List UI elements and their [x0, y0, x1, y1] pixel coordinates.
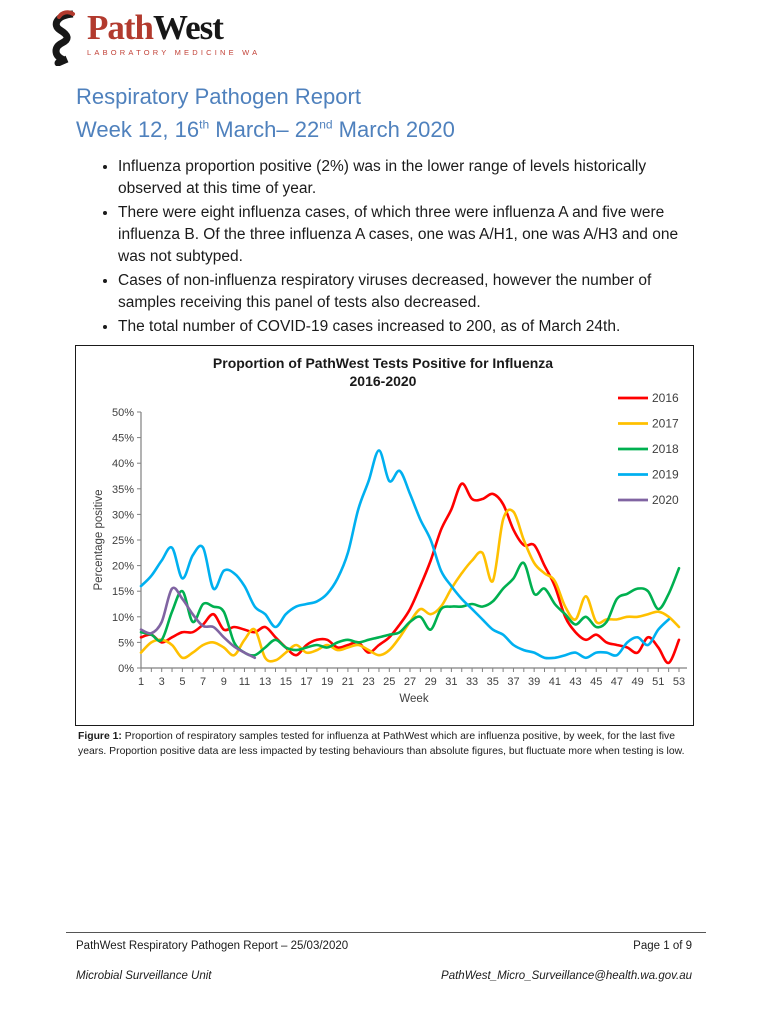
svg-text:Proportion of PathWest Tests P: Proportion of PathWest Tests Positive fo… [213, 355, 553, 371]
svg-text:2018: 2018 [652, 442, 679, 456]
svg-text:45%: 45% [112, 433, 134, 445]
svg-text:39: 39 [528, 676, 540, 688]
svg-text:9: 9 [221, 676, 227, 688]
brand-name: PathWest [87, 10, 260, 45]
svg-text:17: 17 [300, 676, 312, 688]
svg-text:1: 1 [138, 676, 144, 688]
svg-text:37: 37 [507, 676, 519, 688]
footer-page-number: Page 1 of 9 [633, 940, 692, 952]
svg-text:7: 7 [200, 676, 206, 688]
svg-text:51: 51 [652, 676, 664, 688]
svg-text:31: 31 [445, 676, 457, 688]
svg-text:27: 27 [404, 676, 416, 688]
svg-text:40%: 40% [112, 458, 134, 470]
svg-text:35: 35 [487, 676, 499, 688]
bullet-item: There were eight influenza cases, of whi… [118, 202, 690, 268]
svg-text:41: 41 [549, 676, 561, 688]
footer-divider [66, 932, 706, 933]
svg-text:5: 5 [179, 676, 185, 688]
footer-unit-name: Microbial Surveillance Unit [76, 970, 212, 982]
svg-text:Week: Week [399, 693, 428, 705]
svg-text:5%: 5% [118, 637, 134, 649]
footer-row-2: Microbial Surveillance Unit PathWest_Mic… [76, 970, 692, 982]
footer-row-1: PathWest Respiratory Pathogen Report – 2… [76, 940, 692, 952]
svg-text:15: 15 [280, 676, 292, 688]
footer-email: PathWest_Micro_Surveillance@health.wa.go… [441, 970, 692, 982]
svg-text:2017: 2017 [652, 417, 679, 431]
svg-text:53: 53 [673, 676, 685, 688]
svg-text:2016: 2016 [652, 391, 679, 405]
summary-bullet-list: Influenza proportion positive (2%) was i… [98, 156, 690, 340]
svg-text:0%: 0% [118, 663, 134, 675]
brand-path: Path [87, 8, 154, 47]
svg-text:19: 19 [321, 676, 333, 688]
svg-text:35%: 35% [112, 484, 134, 496]
svg-text:2016-2020: 2016-2020 [350, 373, 417, 389]
footer-report-name: PathWest Respiratory Pathogen Report – 2… [76, 940, 349, 952]
svg-text:23: 23 [362, 676, 374, 688]
influenza-line-chart: Proportion of PathWest Tests Positive fo… [75, 345, 694, 726]
svg-text:11: 11 [239, 676, 250, 688]
svg-text:20%: 20% [112, 561, 134, 573]
svg-text:47: 47 [611, 676, 623, 688]
pathwest-logo: PathWest LABORATORY MEDICINE WA [45, 10, 260, 66]
figure-caption: Figure 1: Proportion of respiratory samp… [78, 731, 685, 757]
page-subtitle: Week 12, 16th March– 22nd March 2020 [76, 117, 455, 142]
page-title: Respiratory Pathogen Report [76, 84, 361, 109]
svg-text:33: 33 [466, 676, 478, 688]
brand-tagline: LABORATORY MEDICINE WA [87, 48, 261, 57]
bullet-item: The total number of COVID-19 cases incre… [118, 316, 690, 338]
svg-text:30%: 30% [112, 509, 134, 521]
svg-text:13: 13 [259, 676, 271, 688]
svg-text:2020: 2020 [652, 493, 679, 507]
svg-text:Percentage positive: Percentage positive [93, 489, 105, 590]
svg-text:10%: 10% [112, 612, 134, 624]
svg-text:43: 43 [569, 676, 581, 688]
svg-text:2019: 2019 [652, 468, 679, 482]
svg-text:25%: 25% [112, 535, 134, 547]
svg-text:45: 45 [590, 676, 602, 688]
swan-icon [52, 10, 75, 66]
svg-text:25: 25 [383, 676, 395, 688]
bullet-item: Influenza proportion positive (2%) was i… [118, 156, 690, 200]
svg-text:3: 3 [159, 676, 165, 688]
figure-caption-label: Figure 1: [78, 731, 122, 742]
svg-text:15%: 15% [112, 586, 134, 598]
svg-text:21: 21 [342, 676, 354, 688]
brand-west: West [153, 8, 224, 47]
svg-text:29: 29 [425, 676, 437, 688]
svg-text:50%: 50% [112, 407, 134, 419]
svg-text:49: 49 [631, 676, 643, 688]
bullet-item: Cases of non-influenza respiratory virus… [118, 270, 690, 314]
